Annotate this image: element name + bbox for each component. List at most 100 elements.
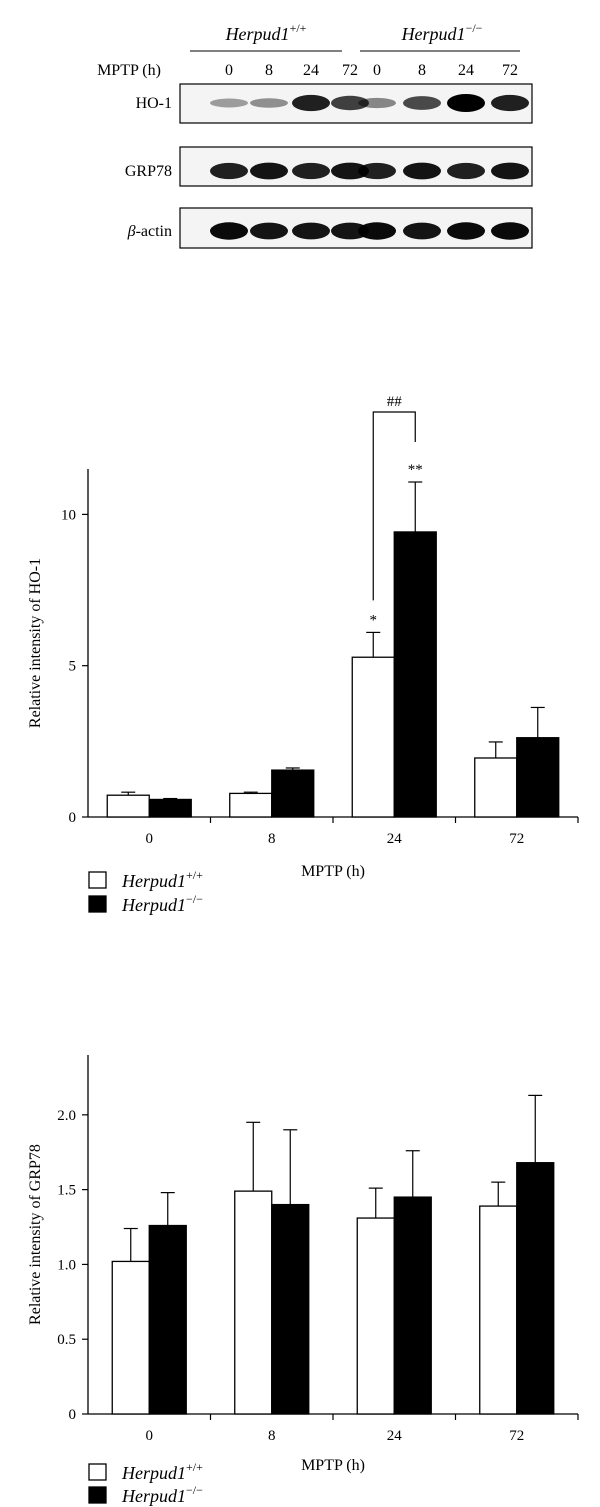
legend-swatch (88, 1463, 107, 1481)
time-point-label: 0 (225, 62, 233, 79)
band (358, 222, 396, 240)
time-point-label: 0 (373, 62, 381, 79)
y-tick-label: 1.5 (57, 1183, 76, 1199)
band (331, 95, 369, 111)
significance-marker: * (370, 612, 378, 628)
band (403, 162, 441, 180)
x-axis-label: MPTP (h) (301, 1457, 365, 1474)
band (491, 222, 529, 240)
bar (234, 1190, 273, 1415)
y-tick-label: 0.5 (57, 1332, 76, 1348)
legend-swatch (88, 1486, 107, 1504)
legend-label: Herpud1−/− (121, 892, 203, 915)
genotype-superscript: −/− (186, 1483, 203, 1497)
legend-swatch (88, 895, 107, 913)
band-label-text: HO-1 (136, 95, 172, 112)
y-tick-label: 2.0 (57, 1108, 76, 1124)
genotype-superscript: +/+ (186, 868, 203, 882)
band (403, 222, 441, 240)
band (250, 98, 288, 108)
band (292, 162, 330, 180)
band-label-text: GRP78 (125, 163, 172, 180)
bar (271, 1203, 310, 1415)
genotype-base: Herpud1 (225, 24, 290, 44)
x-tick-label: 8 (268, 1428, 276, 1444)
time-point-label: 72 (342, 62, 358, 79)
band-label: HO-1 (136, 95, 172, 112)
western-blot-panel: Herpud1+/+ Herpud1−/−MPTP (h) 0 8 24 72 0 8 24 72… (97, 21, 533, 249)
band (250, 162, 288, 180)
group-label-ko: Herpud1−/− (401, 21, 483, 44)
x-tick-label: 0 (146, 1428, 154, 1444)
x-tick-label: 24 (387, 1428, 403, 1444)
significance-bracket (372, 411, 416, 601)
legend-label: Herpud1−/− (121, 1483, 203, 1506)
time-point-label: 72 (502, 62, 518, 79)
band-label-text: -actin (136, 223, 172, 240)
bar (148, 1224, 187, 1415)
genotype-base: Herpud1 (121, 871, 186, 891)
genotype-base: Herpud1 (121, 1486, 186, 1506)
genotype-base: Herpud1 (401, 24, 466, 44)
bar (148, 798, 192, 818)
y-tick-label: 5 (69, 659, 77, 675)
x-tick-label: 0 (146, 831, 154, 847)
genotype-superscript: +/+ (290, 21, 307, 35)
band-label: β-actin (127, 223, 172, 240)
y-axis-label: Relative intensity of GRP78 (27, 1144, 44, 1325)
legend-label: Herpud1+/+ (121, 1460, 203, 1483)
band (403, 96, 441, 110)
band-label-prefix: β (127, 223, 136, 240)
grp78-chart-legend: Herpud1+/+Herpud1−/− (88, 1460, 203, 1506)
band (447, 162, 485, 180)
time-row-header: MPTP (h) (97, 62, 161, 79)
legend-label: Herpud1+/+ (121, 868, 203, 891)
time-point-label: 24 (303, 62, 319, 79)
y-axis-label: Relative intensity of HO-1 (27, 558, 44, 728)
band (358, 162, 396, 180)
band (210, 222, 248, 240)
bar (516, 737, 560, 818)
legend-swatch (88, 871, 107, 889)
band (331, 222, 369, 240)
band (491, 162, 529, 180)
band (210, 162, 248, 180)
band (250, 222, 288, 240)
x-tick-label: 72 (509, 1428, 524, 1444)
y-tick-label: 0 (69, 1407, 77, 1423)
significance-bracket-label: ## (387, 394, 403, 410)
x-tick-label: 8 (268, 831, 276, 847)
y-tick-label: 0 (69, 810, 77, 826)
significance-marker: ** (408, 462, 423, 478)
genotype-base: Herpud1 (121, 1463, 186, 1483)
y-tick-label: 1.0 (57, 1257, 76, 1273)
time-point-label: 8 (265, 62, 273, 79)
time-point-label: 8 (418, 62, 426, 79)
x-axis-label: MPTP (h) (301, 863, 365, 880)
x-tick-label: 72 (509, 831, 524, 847)
bar (351, 656, 395, 818)
band (210, 98, 248, 108)
grp78-bar-chart: 0 0.5 1.0 1.5 2.0 0 8 24 72 MPTP (h) Relative inte… (27, 1055, 579, 1474)
band (331, 162, 369, 180)
bar (516, 1162, 555, 1415)
bar (106, 794, 150, 818)
band-label: GRP78 (125, 163, 172, 180)
band (447, 94, 485, 112)
bar (393, 1196, 432, 1415)
band (358, 97, 396, 109)
group-label-wt: Herpud1+/+ (225, 21, 307, 44)
genotype-superscript: +/+ (186, 1460, 203, 1474)
bar (474, 757, 518, 818)
genotype-superscript: −/− (466, 21, 483, 35)
bar (271, 769, 315, 818)
genotype-base: Herpud1 (121, 895, 186, 915)
band (447, 222, 485, 240)
bar (479, 1205, 518, 1415)
bar (111, 1260, 150, 1415)
band (292, 94, 330, 112)
band (292, 222, 330, 240)
y-tick-label: 10 (61, 507, 76, 523)
ho1-chart-legend: Herpud1+/+Herpud1−/− (88, 868, 203, 915)
